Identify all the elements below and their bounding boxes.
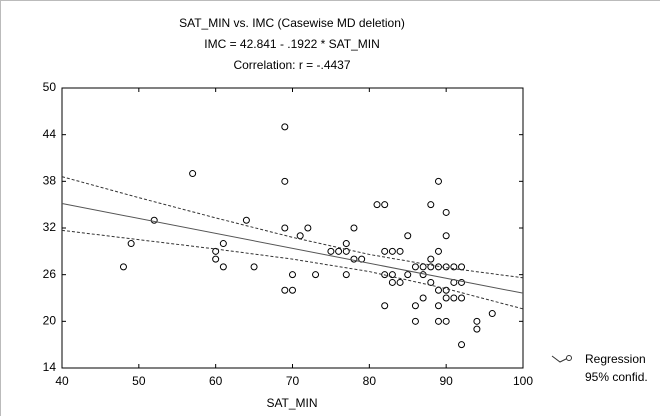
point: [442, 294, 450, 302]
point: [488, 310, 496, 318]
point: [150, 216, 158, 224]
point: [242, 216, 250, 224]
x-axis-label: SAT_MIN: [266, 396, 317, 410]
point: [473, 325, 481, 333]
point: [450, 294, 458, 302]
point: [419, 294, 427, 302]
point: [381, 302, 389, 310]
point: [281, 286, 289, 294]
regression-line: [61, 203, 524, 294]
point: [250, 263, 258, 271]
y-tick-label: 20: [43, 314, 57, 328]
point: [312, 271, 320, 279]
point: [189, 170, 197, 178]
point: [342, 240, 350, 248]
point: [442, 208, 450, 216]
legend-symbol: [566, 355, 572, 361]
point: [342, 271, 350, 279]
point: [404, 232, 412, 240]
point: [427, 263, 435, 271]
x-tick-label: 70: [286, 374, 300, 388]
point: [304, 224, 312, 232]
point: [458, 278, 466, 286]
point: [388, 271, 396, 279]
y-tick-label: 38: [43, 174, 57, 188]
chart-subtitle: IMC = 42.841 - .1922 * SAT_MIN: [204, 37, 380, 51]
x-tick-label: 80: [363, 374, 377, 388]
y-tick-label: 50: [43, 80, 57, 94]
point: [427, 278, 435, 286]
point: [434, 317, 442, 325]
point: [289, 286, 296, 294]
y-tick-label: 44: [43, 127, 57, 141]
point: [350, 255, 358, 263]
point: [411, 263, 419, 271]
point: [473, 317, 481, 325]
x-tick-label: 40: [55, 374, 69, 388]
point: [434, 247, 442, 255]
point: [458, 341, 466, 349]
point: [212, 255, 220, 263]
x-tick-label: 90: [439, 374, 453, 388]
confidence-band: [61, 176, 524, 279]
point: [458, 294, 466, 302]
point: [442, 286, 450, 294]
point: [281, 123, 289, 131]
point: [427, 255, 435, 263]
point: [381, 201, 389, 209]
point: [381, 247, 389, 255]
point: [396, 247, 404, 255]
chart-title: SAT_MIN vs. IMC (Casewise MD deletion): [179, 16, 405, 30]
point: [212, 247, 220, 255]
legend-label: Regression: [585, 352, 646, 366]
point: [442, 232, 450, 240]
y-tick-label: 32: [43, 220, 57, 234]
x-tick-label: 60: [209, 374, 223, 388]
point: [119, 263, 127, 271]
point: [388, 247, 396, 255]
x-tick-label: 100: [513, 374, 533, 388]
point: [327, 247, 335, 255]
legend-label: 95% confid.: [585, 370, 648, 384]
x-tick-label: 50: [132, 374, 146, 388]
point: [127, 240, 135, 248]
point: [442, 317, 450, 325]
confidence-band: [61, 229, 524, 310]
point: [434, 302, 442, 310]
point: [396, 278, 404, 286]
point: [335, 247, 343, 255]
point: [434, 177, 442, 185]
point: [350, 224, 358, 232]
chart-note: Correlation: r = -.4437: [233, 58, 350, 72]
point: [219, 263, 227, 271]
point: [388, 278, 396, 286]
point: [281, 177, 289, 185]
point: [450, 263, 458, 271]
point: [289, 271, 296, 279]
point: [342, 247, 350, 255]
legend: Regression 95% confid.: [551, 352, 648, 384]
point: [373, 201, 381, 209]
y-tick-label: 26: [43, 267, 57, 281]
point: [219, 240, 227, 248]
point: [411, 302, 419, 310]
legend-symbol: [551, 355, 569, 363]
point: [411, 317, 419, 325]
point: [427, 201, 435, 209]
point: [281, 224, 289, 232]
point: [404, 271, 412, 279]
y-tick-label: 14: [43, 360, 57, 374]
